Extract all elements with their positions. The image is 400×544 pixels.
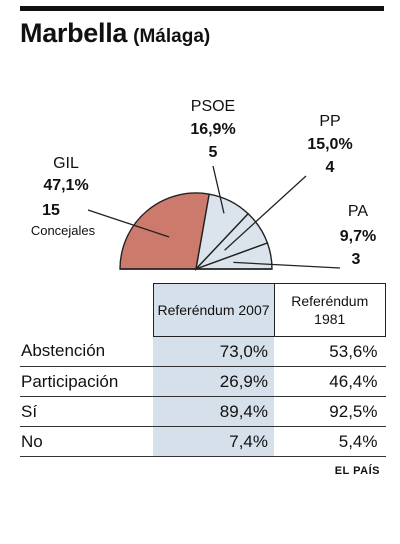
leader-pa — [233, 261, 341, 269]
header-blank — [20, 284, 153, 337]
value-1981: 53,6% — [274, 336, 386, 367]
label-pp-party: PP — [319, 113, 340, 130]
chart-leader-lines — [87, 165, 341, 269]
label-psoe-seats: 5 — [209, 144, 218, 161]
value-1981: 5,4% — [274, 426, 386, 457]
label-gil-note: Concejales — [31, 223, 96, 238]
value-1981: 92,5% — [274, 396, 386, 427]
row-label: Sí — [20, 396, 153, 427]
table-header-row: Referéndum 2007 Referéndum 1981 — [20, 283, 386, 337]
row-label: No — [20, 426, 153, 457]
value-2007: 7,4% — [153, 426, 274, 457]
source-credit: EL PAÍS — [334, 465, 380, 477]
table-row: No 7,4% 5,4% — [20, 426, 386, 457]
top-rule — [20, 6, 384, 11]
header-2007: Referéndum 2007 — [152, 283, 275, 337]
label-pa-pct: 9,7% — [340, 228, 376, 245]
referendum-table: Referéndum 2007 Referéndum 1981 Abstenci… — [20, 283, 386, 457]
leader-psoe — [212, 165, 225, 214]
label-pa-party: PA — [348, 203, 368, 220]
table-row: Participación 26,9% 46,4% — [20, 366, 386, 397]
label-gil-pct: 47,1% — [43, 177, 88, 194]
label-psoe-party: PSOE — [191, 98, 235, 115]
label-gil-seats: 15 — [42, 202, 60, 219]
label-pa-seats: 3 — [352, 251, 361, 268]
row-label: Abstención — [20, 336, 153, 367]
seat-chart: GIL 47,1% 15 Concejales PSOE 16,9% 5 PP … — [31, 98, 376, 272]
slice-gil — [119, 192, 211, 270]
leader-gil — [87, 209, 170, 238]
row-label: Participación — [20, 366, 153, 397]
value-2007: 26,9% — [153, 366, 274, 397]
label-pp-pct: 15,0% — [307, 136, 352, 153]
title-province: (Málaga) — [133, 26, 211, 47]
value-2007: 73,0% — [153, 336, 274, 367]
leader-pp — [224, 175, 307, 251]
value-1981: 46,4% — [274, 366, 386, 397]
table-row: Sí 89,4% 92,5% — [20, 396, 386, 427]
table-row: Abstención 73,0% 53,6% — [20, 336, 386, 367]
label-pp-seats: 4 — [326, 159, 335, 176]
header-1981: Referéndum 1981 — [273, 283, 386, 337]
page-title: Marbella (Málaga) — [20, 18, 210, 49]
label-psoe-pct: 16,9% — [190, 121, 235, 138]
label-gil-party: GIL — [53, 155, 79, 172]
title-city: Marbella — [20, 18, 128, 48]
value-2007: 89,4% — [153, 396, 274, 427]
chart-slices — [119, 192, 273, 272]
